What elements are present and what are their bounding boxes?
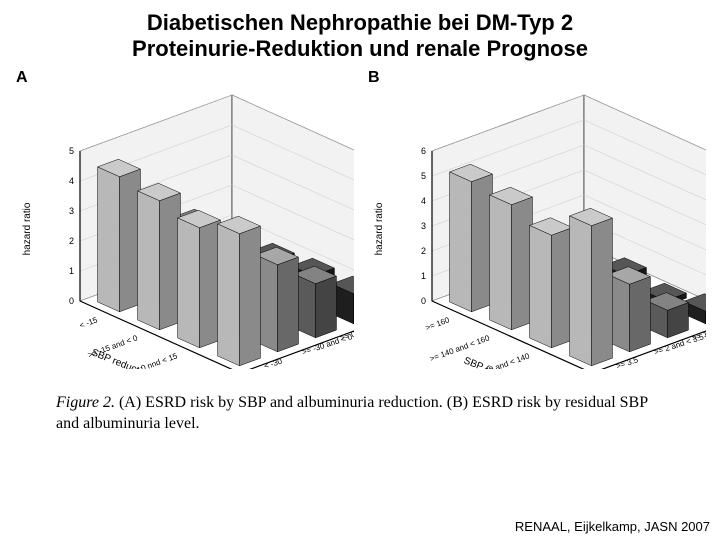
- svg-text:5: 5: [69, 146, 74, 156]
- panel-b: B 0123456>= 160>= 140 and < 160>= 130 an…: [366, 69, 706, 374]
- svg-text:0: 0: [421, 296, 426, 306]
- caption-prefix: Figure 2.: [56, 394, 115, 411]
- source-citation: RENAAL, Eijkelkamp, JASN 2007: [515, 519, 710, 534]
- chart-row: A 012345< -15>= -15 and < 0>= 0 nnd < 15…: [0, 69, 720, 374]
- panel-b-label: B: [368, 69, 706, 87]
- svg-text:hazard ratio: hazard ratio: [22, 202, 33, 255]
- svg-text:>= 140 and < 160: >= 140 and < 160: [428, 333, 491, 363]
- caption-body: (A) ESRD risk by SBP and albuminuria red…: [56, 394, 648, 433]
- title-line-1: Diabetischen Nephropathie bei DM-Typ 2: [147, 10, 573, 35]
- svg-text:2: 2: [69, 236, 74, 246]
- svg-text:2: 2: [421, 246, 426, 256]
- svg-text:1: 1: [421, 271, 426, 281]
- svg-text:4: 4: [421, 196, 426, 206]
- chart-a-svg: 012345< -15>= -15 and < 0>= 0 nnd < 15>=…: [14, 89, 354, 369]
- slide-title: Diabetischen Nephropathie bei DM-Typ 2 P…: [0, 0, 720, 69]
- figure-caption: Figure 2. (A) ESRD risk by SBP and album…: [0, 374, 720, 435]
- svg-text:3: 3: [421, 221, 426, 231]
- svg-text:< -15: < -15: [78, 315, 99, 330]
- svg-text:6: 6: [421, 146, 426, 156]
- svg-text:0: 0: [69, 296, 74, 306]
- svg-text:>= 160: >= 160: [424, 315, 451, 332]
- title-line-2: Proteinurie-Reduktion und renale Prognos…: [132, 36, 588, 61]
- svg-text:3: 3: [69, 206, 74, 216]
- svg-text:4: 4: [69, 176, 74, 186]
- panel-a: A 012345< -15>= -15 and < 0>= 0 nnd < 15…: [14, 69, 354, 374]
- chart-b-svg: 0123456>= 160>= 140 and < 160>= 130 and …: [366, 89, 706, 369]
- svg-text:5: 5: [421, 171, 426, 181]
- panel-a-label: A: [16, 69, 354, 87]
- svg-text:hazard ratio: hazard ratio: [374, 202, 385, 255]
- svg-text:1: 1: [69, 266, 74, 276]
